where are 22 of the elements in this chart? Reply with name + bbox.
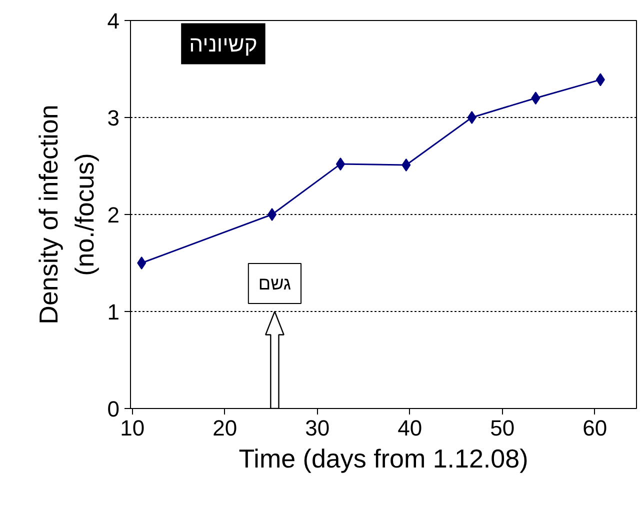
x-tick-label: 20 (212, 416, 238, 440)
x-tick-label: 10 (120, 416, 145, 440)
point (268, 208, 277, 221)
text: קשיוניה (189, 31, 258, 56)
y-tick-label: 1 (107, 300, 120, 324)
y-axis-title: Density of infection (no./focus) (33, 104, 100, 324)
y-tick-label: 3 (107, 106, 120, 130)
y-tick-label: 2 (107, 202, 120, 228)
x-axis-title: Time (days from 1.12.08) (238, 444, 528, 474)
x-tick-label: 50 (490, 416, 515, 440)
x-tick-label: 60 (582, 416, 608, 440)
x-tick-label: 40 (398, 416, 422, 440)
x-tick-label: 30 (305, 416, 330, 440)
point (402, 158, 411, 172)
y-tick-label: 4 (107, 8, 120, 34)
point (531, 92, 540, 105)
point (596, 73, 605, 86)
point (137, 256, 146, 270)
y-tick-label: 0 (107, 396, 120, 422)
annotation: גשם (258, 274, 292, 294)
point (336, 158, 345, 171)
point (467, 111, 476, 124)
